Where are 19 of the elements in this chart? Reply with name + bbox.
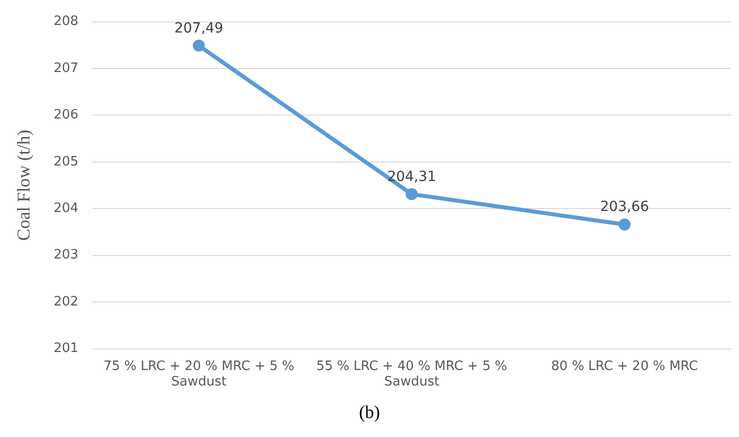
point [618,218,631,231]
y-axis-title: Coal Flow (t/h) [14,130,34,241]
y-tick-label: 207 [54,60,78,76]
point [406,188,418,200]
x-tick-label: 80 % LRC + 20 % MRC [551,358,698,374]
data-label: 203,66 [600,199,650,216]
data-label: 204,31 [387,168,436,185]
data-label: 207,49 [174,20,224,36]
y-tick-label: 203 [54,248,78,263]
x-tick-label: 55 % LRC + 40 % MRC + 5 % Sawdust [316,358,508,390]
text: (b) [358,402,381,423]
point [192,40,205,52]
y-tick-label: 204 [54,201,78,216]
x-tick-label: 75 % LRC + 20 % MRC + 5 % Sawdust [103,358,294,390]
y-tick-label: 205 [54,154,78,170]
y-tick-label: 206 [54,108,78,123]
y-tick-label: 202 [54,294,78,310]
y-tick-label: 208 [54,14,78,30]
y-tick-label: 201 [54,341,78,356]
